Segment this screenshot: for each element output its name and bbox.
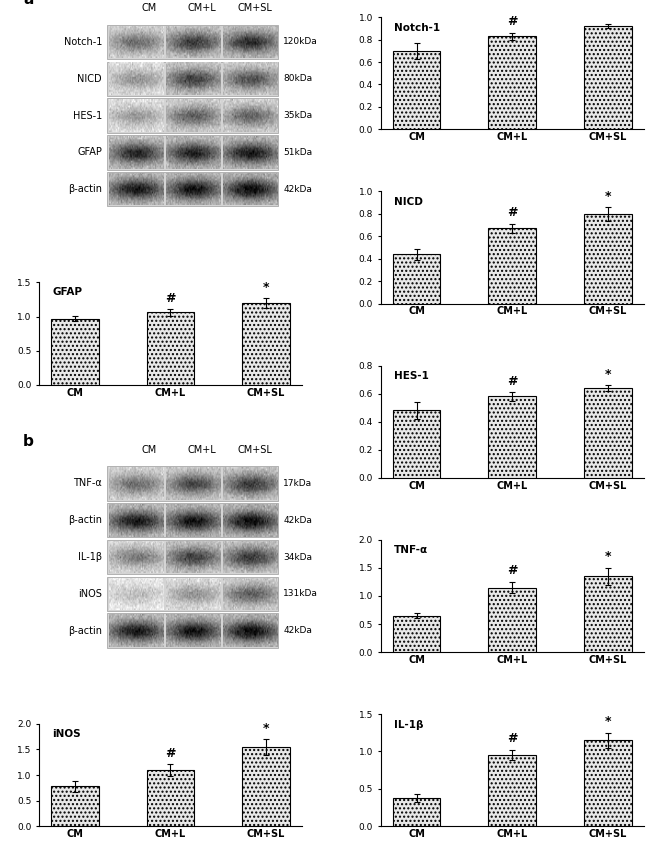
Text: CM+L: CM+L bbox=[188, 445, 216, 455]
Bar bbox=[107, 98, 278, 133]
Bar bbox=[488, 228, 536, 303]
Bar bbox=[584, 388, 632, 478]
Text: 42kDa: 42kDa bbox=[283, 626, 312, 635]
Bar bbox=[107, 577, 278, 611]
Text: CM+L: CM+L bbox=[188, 3, 216, 14]
Text: *: * bbox=[263, 281, 269, 294]
Bar bbox=[107, 135, 278, 170]
Bar bbox=[393, 798, 441, 826]
Text: IL-1β: IL-1β bbox=[78, 552, 102, 562]
Text: Notch-1: Notch-1 bbox=[64, 37, 102, 47]
Text: GFAP: GFAP bbox=[77, 147, 102, 158]
Text: 51kDa: 51kDa bbox=[283, 148, 313, 157]
Bar bbox=[584, 740, 632, 826]
Text: NICD: NICD bbox=[77, 74, 102, 83]
Text: HES-1: HES-1 bbox=[394, 371, 429, 381]
Bar bbox=[242, 747, 290, 826]
Text: 42kDa: 42kDa bbox=[283, 515, 312, 525]
Text: *: * bbox=[604, 716, 611, 728]
Text: 80kDa: 80kDa bbox=[283, 74, 313, 83]
Bar bbox=[584, 576, 632, 652]
Bar bbox=[107, 61, 278, 96]
Text: CM+SL: CM+SL bbox=[237, 445, 272, 455]
Bar bbox=[107, 172, 278, 206]
Bar bbox=[488, 588, 536, 652]
Bar bbox=[107, 503, 278, 538]
Bar bbox=[107, 540, 278, 574]
Bar bbox=[107, 613, 278, 648]
Text: #: # bbox=[507, 375, 517, 388]
Text: *: * bbox=[604, 189, 611, 203]
Text: CM: CM bbox=[142, 3, 157, 14]
Text: #: # bbox=[165, 746, 176, 760]
Text: TNF-α: TNF-α bbox=[394, 545, 428, 556]
Bar bbox=[146, 313, 194, 385]
Text: #: # bbox=[165, 292, 176, 305]
Bar bbox=[51, 319, 99, 385]
Bar bbox=[488, 755, 536, 826]
Text: 120kDa: 120kDa bbox=[283, 37, 318, 47]
Text: CM+SL: CM+SL bbox=[237, 3, 272, 14]
Bar bbox=[488, 396, 536, 478]
Text: 131kDa: 131kDa bbox=[283, 590, 318, 598]
Bar bbox=[584, 26, 632, 130]
Text: 17kDa: 17kDa bbox=[283, 479, 313, 488]
Text: *: * bbox=[604, 368, 611, 381]
Text: HES-1: HES-1 bbox=[73, 111, 102, 120]
Bar bbox=[584, 214, 632, 303]
Bar bbox=[107, 25, 278, 59]
Bar bbox=[146, 770, 194, 826]
Text: #: # bbox=[507, 564, 517, 578]
Text: β-actin: β-actin bbox=[68, 184, 102, 194]
Text: *: * bbox=[263, 722, 269, 735]
Bar bbox=[51, 786, 99, 826]
Text: β-actin: β-actin bbox=[68, 625, 102, 636]
Text: iNOS: iNOS bbox=[52, 729, 81, 739]
Text: Notch-1: Notch-1 bbox=[394, 23, 440, 32]
Text: 35kDa: 35kDa bbox=[283, 111, 313, 120]
Text: β-actin: β-actin bbox=[68, 515, 102, 525]
Bar bbox=[242, 302, 290, 385]
Text: 42kDa: 42kDa bbox=[283, 185, 312, 193]
Bar bbox=[107, 466, 278, 501]
Text: TNF-α: TNF-α bbox=[73, 479, 102, 488]
Text: #: # bbox=[507, 15, 517, 28]
Text: b: b bbox=[23, 434, 34, 449]
Text: NICD: NICD bbox=[394, 197, 422, 207]
Bar bbox=[393, 51, 441, 130]
Text: CM: CM bbox=[142, 445, 157, 455]
Text: #: # bbox=[507, 206, 517, 219]
Text: *: * bbox=[604, 550, 611, 563]
Bar bbox=[393, 254, 441, 303]
Text: GFAP: GFAP bbox=[52, 287, 82, 297]
Bar bbox=[393, 616, 441, 652]
Text: #: # bbox=[507, 733, 517, 746]
Text: 34kDa: 34kDa bbox=[283, 553, 313, 561]
Text: a: a bbox=[23, 0, 34, 8]
Text: IL-1β: IL-1β bbox=[394, 720, 423, 729]
Bar bbox=[488, 36, 536, 130]
Bar bbox=[393, 411, 441, 478]
Text: iNOS: iNOS bbox=[78, 589, 102, 599]
